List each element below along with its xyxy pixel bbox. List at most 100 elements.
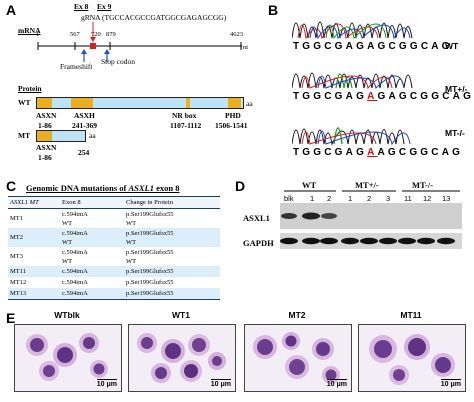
- protein-label: Protein: [18, 84, 42, 93]
- table-row: MT12 c.594imA p.Ser199Glufsx55: [8, 277, 220, 288]
- band-label-asxl1: ASXL1: [243, 213, 270, 223]
- header-cell-protein: Change in Protein: [124, 196, 220, 209]
- band-asxl1-wt2: [321, 213, 337, 219]
- grna-site-marker: [90, 43, 96, 49]
- wt-phd-label: PHD: [225, 111, 241, 120]
- lane-label: 1: [348, 194, 353, 203]
- wt-asxn-range: 1-86: [38, 121, 52, 130]
- table-title-prefix: Genomic DNA mutations of: [26, 183, 129, 193]
- table-cell-protein: p.Ser199Glufsx55: [124, 266, 220, 277]
- chromatogram-wt: [292, 21, 413, 40]
- mrna-nt-unit: nt: [243, 44, 249, 51]
- table-cell-protein: p.Ser199Glufsx55: [124, 228, 220, 239]
- micrograph-mt2: 10 μm: [244, 324, 352, 392]
- wt-asxn-label: ASXN: [36, 111, 57, 120]
- mrna-diagram: [37, 22, 242, 62]
- stop-codon-arrow-head: [104, 49, 110, 54]
- sequence-pre: TGGCGAGAGCGGCAG: [293, 41, 453, 52]
- table-cell-id: MT3: [10, 253, 23, 260]
- panel-label-d: D: [235, 178, 246, 194]
- mt-asxn-label: ASXN: [36, 143, 57, 152]
- band-gapdh-8: [417, 237, 435, 245]
- cells-image: [369, 334, 455, 385]
- exon9-label: Ex 9: [97, 2, 112, 11]
- sequence-row-mt-hom: TGGCGAGAAGCGGCAG: [293, 147, 463, 158]
- header-cell-mt: ASXL1 MT: [8, 196, 60, 209]
- table-cell-exon: c.594imA: [60, 266, 124, 277]
- wt-nrbox-domain: [186, 98, 190, 108]
- mt-end-position: 254: [78, 148, 90, 157]
- table-cell-id: MT12: [10, 279, 27, 286]
- band-gapdh-4: [341, 237, 359, 245]
- mrna-label: mRNA: [18, 26, 41, 35]
- lane-label: 12: [423, 194, 432, 203]
- grna-red-arrow-head: [90, 37, 96, 42]
- table-cell-protein: p.Ser199Glufsx55: [126, 249, 174, 256]
- wt-asxn-domain: [37, 98, 52, 108]
- table-title-gene: ASXL1: [128, 183, 154, 193]
- group-label-het: MT+/-: [355, 180, 379, 190]
- micrograph-title: WTblk: [54, 310, 80, 320]
- exon8-label: Ex 8: [74, 2, 89, 11]
- wt-asxh-range: 241-369: [72, 121, 97, 130]
- lane-label: 13: [442, 194, 451, 203]
- sequence-post: AGCGGCAG: [377, 147, 464, 158]
- table-row: MT2 c.594imA p.Ser199Glufsx55: [8, 228, 220, 247]
- table-cell-protein: WT: [126, 258, 137, 265]
- cells-image: [137, 333, 226, 383]
- lane-label: blk: [284, 194, 294, 203]
- lane-label: 11: [404, 194, 412, 203]
- band-gapdh-7: [398, 237, 416, 245]
- table-cell-exon: c.594imA: [60, 228, 124, 239]
- micrograph-wt1: 10 μm: [128, 324, 236, 392]
- wt-asxh-domain: [71, 98, 93, 108]
- group-label-hom: MT-/-: [412, 180, 433, 190]
- band-gapdh-6: [379, 237, 397, 245]
- table-row: MT13 c.594imA p.Ser199Glufsx55: [8, 288, 220, 300]
- table-row: WT WT: [8, 220, 220, 228]
- mutation-table: ASXL1 MT Exon 8 Change in Protein MT1 c.…: [8, 196, 220, 300]
- micrograph-wtblk: 10 μm: [14, 324, 122, 392]
- mt-asxn-domain: [37, 131, 52, 141]
- group-label-wt: WT: [302, 180, 317, 190]
- micrograph-title: MT11: [400, 310, 422, 320]
- grna-label: gRNA (TGCCACGCCGATGGCGAGAGCGG): [81, 13, 227, 22]
- mrna-pos-4623: 4623: [230, 31, 243, 38]
- table-title-suffix: exon 8: [154, 183, 180, 193]
- mrna-pos-720: 720: [91, 31, 101, 38]
- table-cell-exon: c.594imA: [62, 279, 88, 286]
- scale-bar: 10 μm: [210, 379, 232, 388]
- lane-label: 3: [386, 194, 391, 203]
- micrograph-title: MT2: [288, 310, 306, 320]
- sequence-pre: TGGCGAG: [293, 147, 368, 158]
- table-cell-protein: p.Ser199Glufsx55: [124, 288, 220, 300]
- table-cell-id: MT13: [8, 288, 60, 300]
- cells-image: [253, 332, 340, 384]
- wt-protein-label: WT: [18, 98, 31, 107]
- wt-phd-domain: [228, 98, 241, 108]
- band-gapdh-3: [320, 237, 338, 245]
- micrograph-title: WT1: [172, 310, 190, 320]
- table-row: MT11 c.594imA p.Ser199Glufsx55: [8, 266, 220, 277]
- table-cell-exon: WT: [62, 258, 73, 265]
- table-cell-exon: WT: [60, 239, 124, 247]
- scale-bar: 10 μm: [96, 379, 118, 388]
- band-gapdh-9: [437, 237, 455, 245]
- mt-aa-unit: aa: [89, 131, 96, 140]
- table-cell-exon: c.594imA: [62, 249, 88, 256]
- table-cell-protein: WT: [126, 220, 137, 227]
- western-blot: [280, 203, 462, 249]
- lane-label: 1: [310, 194, 315, 203]
- wt-asxh-label: ASXH: [74, 111, 95, 120]
- table-cell-exon: c.594imA: [60, 288, 124, 300]
- micrograph-mt11: 10 μm: [358, 324, 466, 392]
- group-underlines: [284, 190, 460, 192]
- stop-codon-label: Stop codon: [101, 57, 135, 66]
- panel-label-b: B: [268, 2, 279, 18]
- sequence-label-wt: WT: [445, 41, 459, 51]
- table-cell-protein: p.Ser199Glufsx55: [126, 211, 174, 218]
- table-header-row: ASXL1 MT Exon 8 Change in Protein: [8, 196, 220, 209]
- table-cell-id: MT11: [8, 266, 60, 277]
- wt-nrbox-range: 1107-1112: [170, 121, 202, 130]
- sequence-label-mt-hom: MT-/-: [445, 128, 465, 138]
